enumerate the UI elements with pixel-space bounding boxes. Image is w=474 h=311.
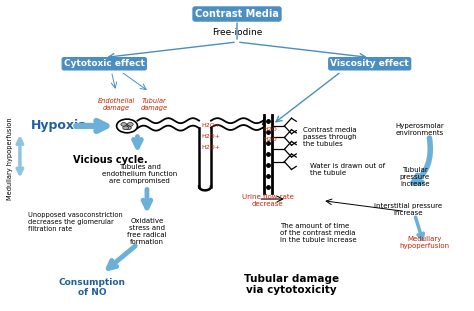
- Text: Contrast Media: Contrast Media: [195, 9, 279, 19]
- Circle shape: [121, 123, 127, 126]
- Text: H2O+: H2O+: [201, 134, 220, 139]
- Text: Urine flow rate
decrease: Urine flow rate decrease: [242, 194, 294, 207]
- Text: H2O: H2O: [263, 127, 277, 132]
- Text: Vicious cycle.: Vicious cycle.: [73, 155, 148, 165]
- Text: Oxidative
stress and
free radical
formation: Oxidative stress and free radical format…: [127, 218, 167, 245]
- Text: Cytotoxic effect: Cytotoxic effect: [64, 59, 145, 68]
- Text: Unopposed vasoconstriction
decreases the glomerular
filtration rate: Unopposed vasoconstriction decreases the…: [28, 212, 123, 232]
- Text: Tubular damage
via cytotoxicity: Tubular damage via cytotoxicity: [244, 274, 339, 295]
- Text: H2O+: H2O+: [201, 145, 220, 150]
- Text: Consumption
of NO: Consumption of NO: [59, 278, 126, 297]
- Circle shape: [124, 124, 130, 128]
- Text: Medullary hypoperfusion: Medullary hypoperfusion: [8, 117, 13, 200]
- Text: Free-iodine: Free-iodine: [212, 28, 262, 37]
- Text: H2O: H2O: [263, 137, 277, 142]
- Text: Tubular
pressure
increase: Tubular pressure increase: [400, 167, 430, 187]
- Text: Medullary
hypoperfusion: Medullary hypoperfusion: [399, 236, 449, 249]
- Text: Hyperosmolar
environments: Hyperosmolar environments: [395, 123, 444, 136]
- Text: Viscosity effect: Viscosity effect: [330, 59, 409, 68]
- Text: Tubular
damage: Tubular damage: [140, 98, 168, 111]
- Text: Contrast media
passes through
the tubules: Contrast media passes through the tubule…: [303, 127, 357, 147]
- Circle shape: [128, 123, 133, 126]
- Text: Water is drawn out of
the tubule: Water is drawn out of the tubule: [310, 163, 385, 176]
- Text: The amount of time
of the contrast media
in the tubule increase: The amount of time of the contrast media…: [280, 223, 356, 243]
- Text: H2O+: H2O+: [201, 123, 220, 128]
- Circle shape: [126, 126, 131, 130]
- Circle shape: [123, 126, 128, 130]
- Text: Hypoxia: Hypoxia: [31, 119, 87, 132]
- Text: interstitial pressure
increase: interstitial pressure increase: [374, 203, 442, 216]
- Text: Endothelial
damage: Endothelial damage: [98, 98, 135, 111]
- Text: Tubules and
endothelium function
are compromised: Tubules and endothelium function are com…: [102, 164, 177, 184]
